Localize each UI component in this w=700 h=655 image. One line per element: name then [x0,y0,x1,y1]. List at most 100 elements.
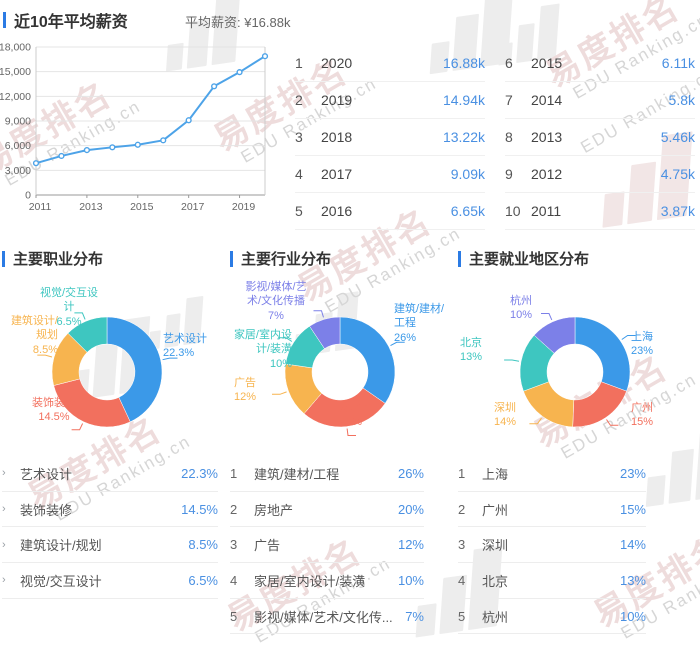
data-point-marker[interactable] [58,152,65,160]
label-connector [390,341,405,347]
item-percentage: 6.5% [188,572,218,588]
label-connector [278,337,293,342]
salary-value: 4.75k [660,166,695,182]
y-axis-tick-label: 6,000 [5,140,31,152]
donut-label: 广告 12% [234,376,274,405]
list-item[interactable]: 1 建筑/建材/工程 26% [230,456,424,492]
donut-label-pct: 26% [394,331,417,344]
item-percentage: 23% [619,465,646,481]
rank-number: 10 [505,203,521,219]
salary-table-row: 5 2016 6.65k [295,193,485,230]
data-point-marker[interactable] [211,83,218,90]
item-percentage: 13% [619,572,646,588]
section-title: 主要就业地区分布 [469,251,590,268]
donut-slice[interactable] [339,316,396,404]
data-point-marker[interactable] [134,141,141,148]
data-point-marker[interactable] [109,144,116,151]
year-label: 2016 [321,203,353,219]
rank-number: 4 [295,166,303,182]
rank-number: 5 [230,608,238,624]
data-point-marker[interactable] [261,53,269,60]
rank-number: 1 [458,465,466,481]
donut-label-name: 艺术设计 [163,333,207,345]
list-item[interactable]: 3 广告 12% [230,527,424,564]
rank-number: 1 [230,465,238,481]
ranking-list: › 艺术设计 22.3% › 装饰装修 14.5% › 建筑设计/规划 8.5% › 视觉/交互设计… [2,456,218,599]
item-percentage: 14% [619,537,646,553]
occupation-panel: 主要职业分布 艺术设计 22.3% 装饰装修 14.5% 建筑设计/规划 8.5% 视觉/交互… [0,244,222,632]
donut-label-name: 建筑/建材/工程 [394,303,445,330]
donut-slice[interactable] [533,316,576,354]
rank-number: 5 [295,203,303,219]
salary-value: 16.88k [442,55,485,71]
data-point-marker[interactable] [32,160,40,167]
donut-label-name: 影视/媒体/艺术/文化传播 [245,281,307,308]
donut-slice[interactable] [572,381,627,428]
list-item[interactable]: › 艺术设计 22.3% [2,456,218,492]
donut-label-name: 北京 [460,337,482,349]
label-connector [272,391,287,395]
year-label: 2017 [321,166,353,182]
data-point-marker[interactable] [236,69,243,76]
item-name: 建筑设计/规划 [20,538,102,554]
donut-label: 影视/媒体/艺术/文化传播 7% [244,280,308,323]
salary-table-right: 6 2015 6.11k 7 2014 5.8k 8 2013 5.46k 9 2012 4.75k 1… [505,45,695,230]
salary-value: 3.87k [660,203,695,219]
list-item[interactable]: 5 影视/媒体/艺术/文化传... 7% [230,599,424,635]
list-item[interactable]: › 装饰装修 14.5% [2,492,218,528]
donut-slice[interactable] [574,316,631,392]
rank-number: 9 [505,166,513,182]
list-item[interactable]: 3 深圳 14% [458,527,646,564]
rank-number: 3 [295,129,303,145]
salary-section-title: 近10年平均薪资 [14,14,128,31]
year-label: 2013 [531,129,563,145]
salary-table-left: 1 2020 16.88k 2 2019 14.94k 3 2018 13.22k 4 2017 9.… [295,45,485,230]
item-percentage: 7% [405,608,424,624]
label-connector [37,354,53,358]
rank-number: 7 [505,92,513,108]
item-name: 装饰装修 [20,502,73,518]
donut-label: 房地产 20% [340,401,400,430]
salary-value: 5.8k [668,92,695,108]
list-item[interactable]: 2 房地产 20% [230,492,424,528]
salary-value: 6.11k [661,55,695,71]
list-item[interactable]: 4 家居/室内设计/装潢 10% [230,563,424,599]
section-title: 主要职业分布 [13,251,104,268]
donut-label: 广州 15% [631,401,677,430]
list-item[interactable]: 4 北京 13% [458,563,646,599]
list-item[interactable]: › 视觉/交互设计 6.5% [2,563,218,599]
list-item[interactable]: 5 杭州 10% [458,599,646,635]
rank-number: 4 [458,572,466,588]
salary-value: 9.09k [450,166,485,182]
accent-bar [2,250,5,267]
rank-number: 5 [458,608,466,624]
donut-label: 深圳 14% [482,401,528,430]
accent-bar [230,250,233,267]
item-percentage: 15% [619,501,646,517]
salary-table-row: 7 2014 5.8k [505,82,695,119]
donut-label: 上海 23% [631,330,677,359]
list-item[interactable]: 2 广州 15% [458,492,646,528]
data-point-marker[interactable] [160,137,167,144]
item-percentage: 8.5% [188,537,218,553]
y-axis-tick-label: 3,000 [5,165,31,177]
salary-line-series [35,55,266,165]
rank-number: 2 [295,92,303,108]
y-axis-tick-label: 9,000 [5,116,31,128]
list-item[interactable]: 1 上海 23% [458,456,646,492]
item-name: 深圳 [482,538,509,554]
salary-table-row: 2 2019 14.94k [295,82,485,119]
donut-label-pct: 10% [269,357,292,370]
data-point-marker[interactable] [185,117,192,124]
salary-section-header: 近10年平均薪资 [3,8,128,32]
data-point-marker[interactable] [83,147,90,154]
donut-label-pct: 23% [631,345,654,358]
salary-table-row: 6 2015 6.11k [505,45,695,82]
salary-value: 13.22k [442,129,485,145]
item-name: 家居/室内设计/装潢 [254,573,366,589]
item-percentage: 10% [397,572,424,588]
list-item[interactable]: › 建筑设计/规划 8.5% [2,527,218,564]
salary-line-chart[interactable]: 0 3,000 6,000 9,000 12,000 15,000 18,000 2011 20… [0,40,290,220]
region-donut[interactable] [456,244,700,456]
region-panel: 主要就业地区分布 上海 23% 广州 15% 深圳 14% 北京 13% 杭州 10% 1 上海 23% 2… [456,244,700,635]
